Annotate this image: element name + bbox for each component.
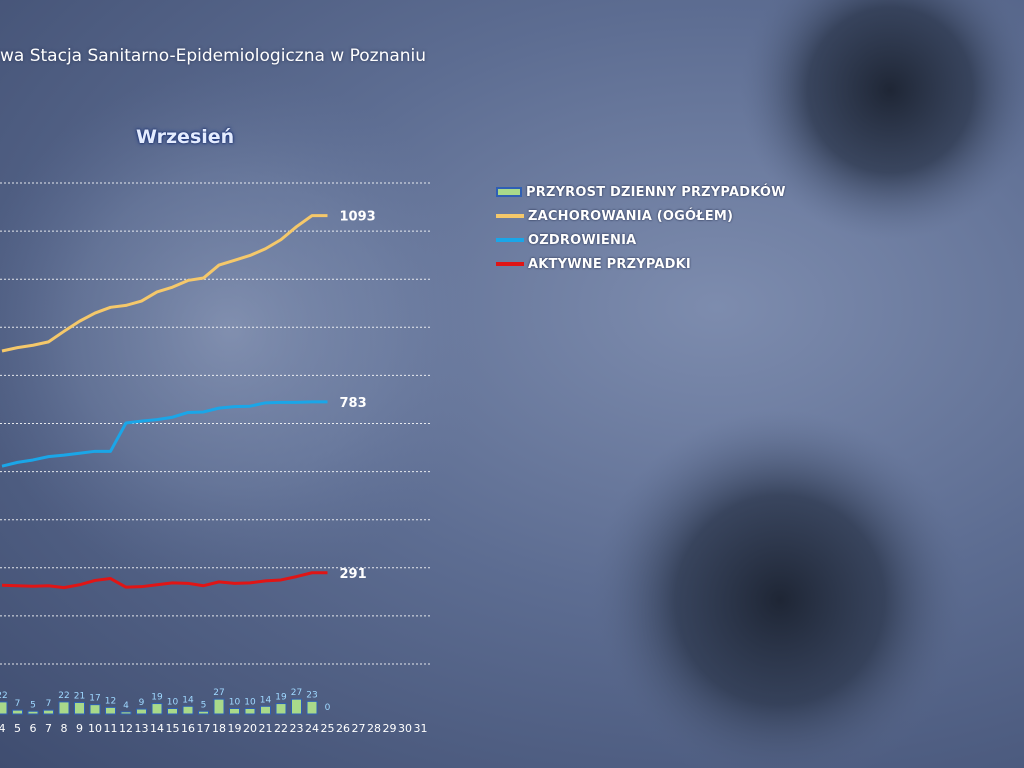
legend-label-recovered: OZDROWIENIA <box>528 232 637 248</box>
x-tick-label: 16 <box>181 722 195 735</box>
bar-value-label: 5 <box>30 700 36 710</box>
x-tick-label: 31 <box>414 722 428 735</box>
x-tick-label: 23 <box>290 722 304 735</box>
series-end-label: 291 <box>340 567 367 582</box>
x-tick-label: 29 <box>383 722 397 735</box>
series-line-3 <box>1 571 328 590</box>
bar-value-label: 19 <box>151 693 163 703</box>
bar-daily <box>120 711 132 715</box>
bar-value-label: 4 <box>123 701 129 711</box>
x-tick-label: 20 <box>243 722 257 735</box>
x-tick-label: 26 <box>336 722 350 735</box>
x-tick-label: 6 <box>30 722 37 735</box>
bar-daily <box>291 698 302 715</box>
bar-value-label: 10 <box>229 698 241 708</box>
month-title: Wrzesień <box>136 126 235 148</box>
bar-daily <box>89 704 101 715</box>
virus-shape-bottom-right <box>590 410 970 768</box>
bar-daily <box>58 701 70 715</box>
bar-daily <box>182 705 194 715</box>
bar-daily <box>136 708 147 715</box>
bar-value-label: 23 <box>306 690 317 700</box>
legend-item-total: ZACHOROWANIA (OGÓŁEM) <box>496 204 786 228</box>
x-tick-label: 11 <box>104 722 118 735</box>
x-tick-label: 21 <box>259 722 273 735</box>
bar-daily <box>74 701 85 715</box>
legend-swatch-active <box>496 262 524 266</box>
bar-value-label: 17 <box>89 694 100 704</box>
x-tick-label: 18 <box>212 722 226 735</box>
legend-item-recovered: OZDROWIENIA <box>496 228 786 252</box>
bar-value-label: 27 <box>291 688 302 698</box>
legend-swatch-daily <box>496 187 522 197</box>
x-tick-label: 12 <box>119 722 133 735</box>
bar-value-label: 22 <box>0 691 8 701</box>
x-tick-label: 7 <box>45 722 52 735</box>
bar-value-label: 27 <box>213 688 224 698</box>
x-tick-label: 10 <box>88 722 102 735</box>
bar-daily <box>43 709 54 715</box>
bar-daily <box>0 701 8 715</box>
legend-item-active: AKTYWNE PRZYPADKI <box>496 252 786 276</box>
series-end-label: 1093 <box>340 210 376 225</box>
x-tick-label: 30 <box>398 722 412 735</box>
bar-daily <box>151 703 163 715</box>
x-tick-label: 14 <box>150 722 164 735</box>
bar-value-label: 19 <box>275 693 287 703</box>
bar-daily <box>260 705 271 715</box>
x-tick-label: 17 <box>197 722 211 735</box>
bar-value-label: 7 <box>15 699 21 709</box>
bar-daily <box>213 698 225 715</box>
x-tick-label: 25 <box>321 722 335 735</box>
bar-daily <box>229 708 240 715</box>
x-tick-label: 15 <box>166 722 180 735</box>
header-text: wa Stacja Sanitarno-Epidemiologiczna w P… <box>0 46 427 66</box>
bar-daily <box>275 703 287 715</box>
bar-value-label: 22 <box>58 691 69 701</box>
x-tick-label: 5 <box>14 722 21 735</box>
legend: PRZYROST DZIENNY PRZYPADKÓW ZACHOROWANIA… <box>496 180 786 276</box>
legend-item-daily: PRZYROST DZIENNY PRZYPADKÓW <box>496 180 786 204</box>
bar-value-label: 14 <box>182 695 194 705</box>
bar-value-label: 10 <box>167 698 179 708</box>
legend-swatch-recovered <box>496 238 524 242</box>
legend-swatch-total <box>496 214 524 218</box>
bar-value-label: 7 <box>46 699 52 709</box>
bar-daily <box>244 708 256 715</box>
x-tick-label: 28 <box>367 722 381 735</box>
bar-daily <box>167 708 178 715</box>
bar-daily <box>306 700 318 715</box>
x-tick-label: 9 <box>76 722 83 735</box>
bar-daily <box>105 706 116 715</box>
x-tick-label: 24 <box>305 722 319 735</box>
bar-value-label: 14 <box>260 695 272 705</box>
bar-value-label: 12 <box>105 696 116 706</box>
x-tick-label: 27 <box>352 722 366 735</box>
bar-value-label: 21 <box>74 691 85 701</box>
series-end-label: 783 <box>340 396 367 411</box>
legend-label-total: ZACHOROWANIA (OGÓŁEM) <box>528 208 734 224</box>
bar-daily <box>27 710 39 715</box>
x-tick-label: 8 <box>61 722 68 735</box>
bar-daily <box>198 710 209 715</box>
bar-value-label: 9 <box>139 698 145 708</box>
legend-label-active: AKTYWNE PRZYPADKI <box>528 256 691 272</box>
bar-value-label: 5 <box>201 700 207 710</box>
x-tick-label: 13 <box>135 722 149 735</box>
series-line-2 <box>1 400 328 468</box>
series-line-1 <box>1 214 328 353</box>
x-tick-label: 22 <box>274 722 288 735</box>
bar-value-label: 10 <box>244 698 256 708</box>
bar-daily <box>12 709 23 715</box>
x-tick-label: 4 <box>0 722 6 735</box>
legend-label-daily: PRZYROST DZIENNY PRZYPADKÓW <box>526 184 786 200</box>
virus-shape-left <box>0 70 490 590</box>
bar-value-label: 0 <box>325 703 331 713</box>
virus-shape-top-right <box>740 0 1024 240</box>
x-tick-label: 19 <box>228 722 242 735</box>
